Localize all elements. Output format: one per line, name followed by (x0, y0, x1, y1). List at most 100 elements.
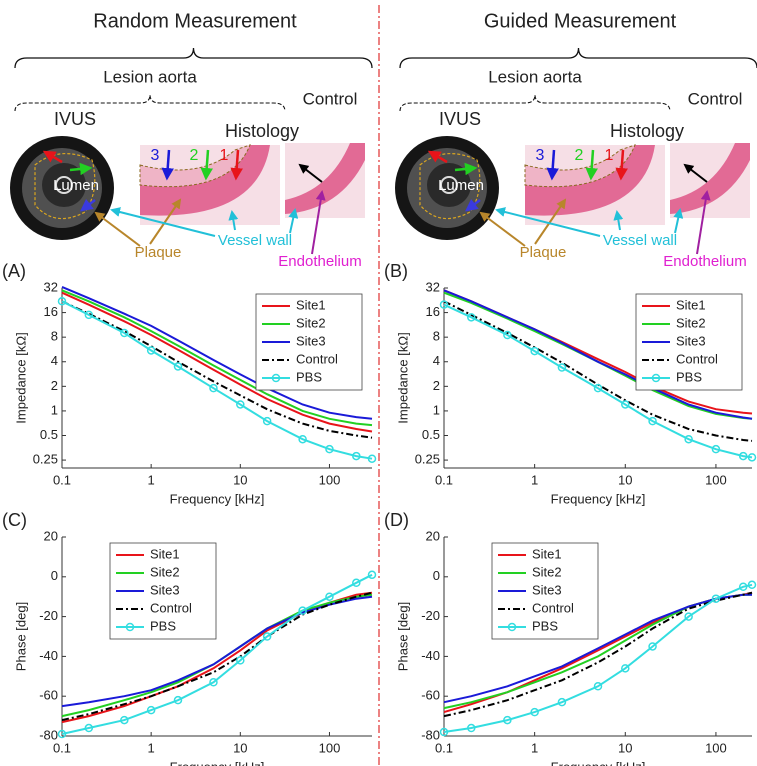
y-axis-label: Phase [deg] (13, 602, 28, 671)
x-tick-label: 10 (233, 740, 247, 755)
data-point (503, 330, 512, 340)
arrow (454, 162, 478, 176)
data-point (367, 570, 377, 580)
group-label: Lesion aorta (488, 67, 582, 86)
data-point (467, 313, 476, 322)
arrow (80, 198, 96, 212)
series-line (61, 300, 373, 460)
data-point (593, 682, 603, 691)
vessel-band (140, 145, 270, 216)
data-point (146, 705, 156, 715)
legend-label: Control (296, 351, 338, 366)
y-tick-label: 1 (433, 402, 440, 417)
legend-label: Control (676, 351, 718, 366)
data-point (352, 451, 361, 461)
series-line (61, 595, 373, 708)
data-point (367, 454, 377, 463)
plaque-contour (34, 153, 96, 220)
control-label: Control (303, 89, 358, 108)
arrow (585, 149, 598, 181)
data-point (747, 580, 757, 590)
brace (14, 47, 373, 69)
legend-label: Site3 (296, 333, 326, 348)
site-label: 3 (151, 147, 160, 164)
x-tick-label: 100 (319, 472, 341, 487)
series-line (443, 289, 753, 420)
x-tick-label: 1 (148, 472, 155, 487)
arrow (546, 149, 559, 181)
series-line (443, 591, 753, 718)
data-point (530, 346, 539, 356)
arrow (69, 162, 93, 176)
data-point (593, 383, 603, 393)
data-point (298, 434, 307, 444)
ivus-label: IVUS (54, 109, 96, 129)
data-point (298, 606, 307, 615)
y-tick-label: 0.5 (40, 427, 58, 442)
series-line (61, 573, 373, 735)
vessel-band (525, 145, 655, 216)
y-tick-label: 20 (426, 528, 440, 543)
legend-label: Site1 (676, 297, 706, 312)
series-line (443, 593, 752, 704)
vessel-wall-label: Vessel wall (603, 232, 677, 249)
y-tick-label: -80 (421, 727, 440, 742)
data-point (57, 729, 67, 739)
x-tick-label: 10 (618, 740, 632, 755)
x-axis-label: Frequency [kHz] (551, 491, 646, 506)
series-line (443, 300, 753, 442)
data-point (236, 400, 245, 409)
ivus-label: IVUS (439, 109, 481, 129)
y-tick-label: 8 (433, 329, 440, 344)
y-tick-label: -40 (421, 648, 440, 663)
x-axis-label: Frequency [kHz] (170, 491, 265, 506)
data-point (173, 695, 183, 705)
data-point (120, 715, 129, 725)
legend-label: Site1 (296, 297, 326, 312)
y-tick-label: 4 (51, 353, 58, 368)
panel-label: (A) (2, 261, 26, 281)
x-tick-label: 0.1 (435, 740, 453, 755)
legend-marker (651, 373, 661, 383)
lumen-label: Lumen (53, 177, 99, 194)
control-label: Control (688, 89, 743, 108)
data-point (352, 578, 361, 588)
series-line (61, 289, 373, 427)
column-title: Random Measurement (93, 10, 297, 32)
y-tick-label: 0 (51, 568, 58, 583)
y-tick-label: 0.5 (422, 427, 440, 442)
legend-label: Site2 (532, 564, 562, 579)
series-line (61, 591, 373, 724)
plaque-label: Plaque (520, 244, 567, 261)
control-wall (285, 143, 365, 214)
legend-label: Site1 (532, 546, 562, 561)
data-point (621, 400, 630, 409)
y-axis-label: Impedance [kΩ] (13, 332, 28, 423)
site-label: 3 (536, 147, 545, 164)
ivus-lumen (427, 163, 471, 207)
legend-label: PBS (532, 618, 558, 633)
data-point (467, 723, 476, 733)
series-line (61, 591, 373, 722)
x-tick-label: 100 (705, 472, 727, 487)
lumen-label: Lumen (438, 177, 484, 194)
plaque-contour (419, 153, 481, 220)
data-point (684, 612, 693, 621)
data-point (146, 346, 156, 355)
data-point (648, 642, 657, 651)
legend-marker (507, 622, 517, 632)
legend-label: Site1 (150, 546, 180, 561)
x-tick-label: 1 (531, 472, 538, 487)
panel-label: (B) (384, 261, 408, 281)
group-label: Lesion aorta (103, 67, 197, 86)
arrow (94, 211, 141, 247)
x-tick-label: 10 (618, 472, 632, 487)
x-tick-label: 0.1 (53, 472, 71, 487)
data-point (262, 632, 272, 641)
arrow (311, 190, 326, 255)
arrow (534, 198, 567, 245)
brace (399, 47, 757, 69)
y-tick-label: 8 (51, 329, 58, 344)
series-line (61, 291, 373, 433)
